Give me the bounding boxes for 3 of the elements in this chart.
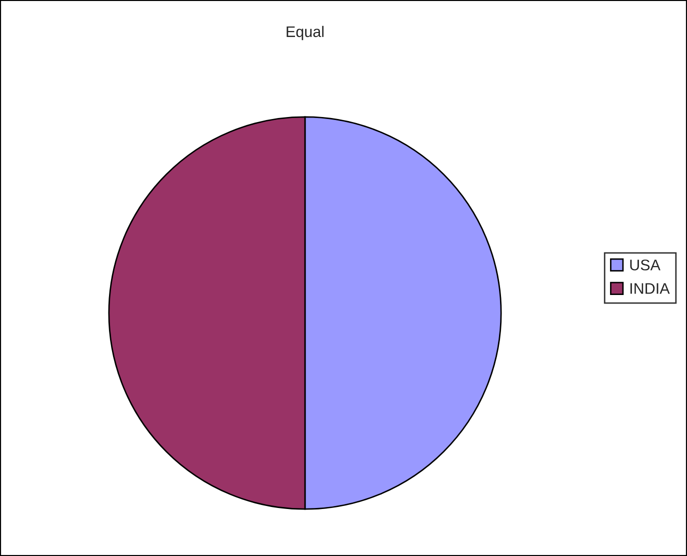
- legend-label: INDIA: [630, 283, 670, 294]
- chart-title: Equal: [286, 26, 324, 40]
- legend-label: USA: [630, 260, 660, 270]
